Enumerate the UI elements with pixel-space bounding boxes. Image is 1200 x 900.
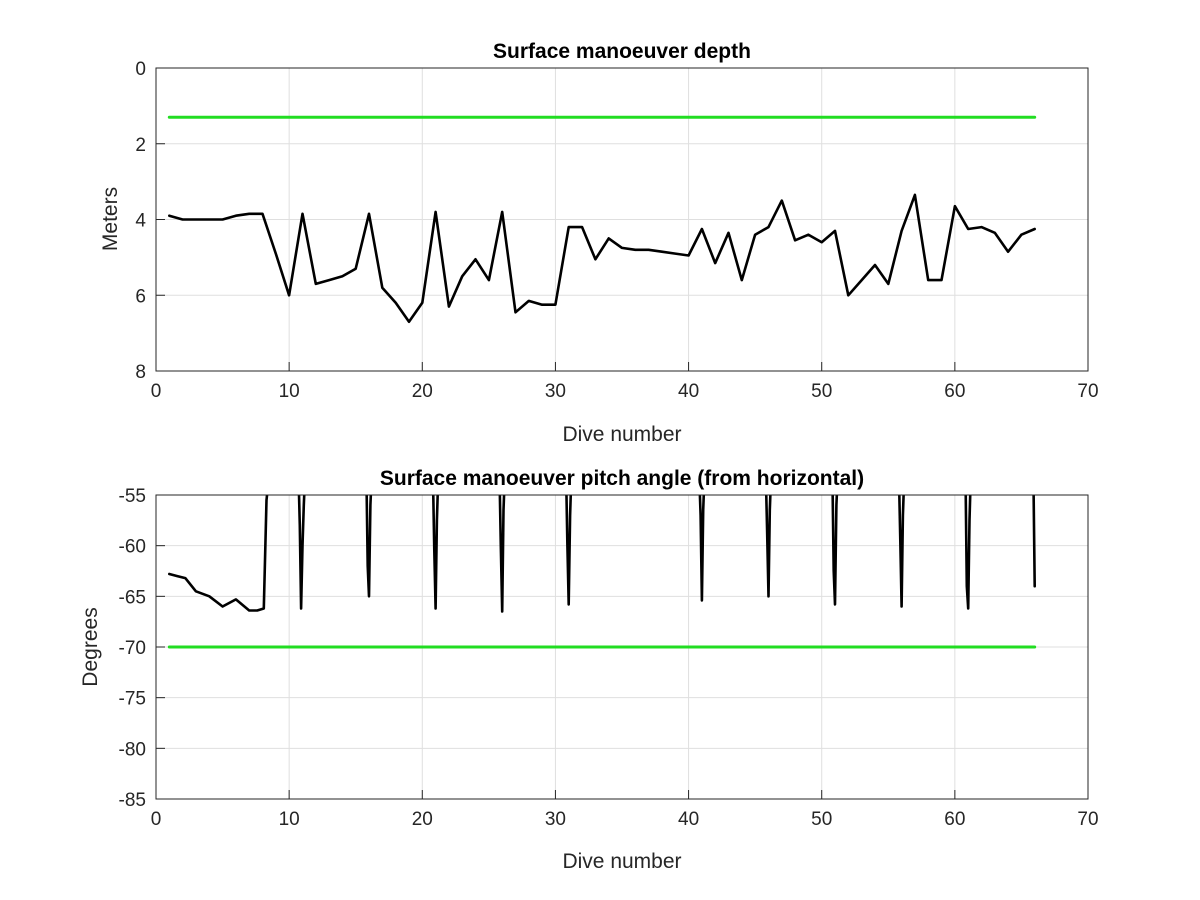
depth-x-tick-label: 10 [279,381,300,402]
depth-y-tick-label: 0 [135,59,146,80]
pitch-y-axis-label: Degrees [79,607,102,686]
pitch-x-tick-label: 50 [811,809,832,830]
pitch-y-tick-label: -65 [119,587,146,608]
pitch-data-line [168,495,1036,613]
pitch-x-tick-label: 40 [678,809,699,830]
pitch-series [167,495,1037,649]
depth-x-tick-label: 30 [545,381,566,402]
depth-x-tick-label: 0 [151,381,162,402]
depth-y-tick-label: 2 [135,135,146,156]
pitch-y-tick-label: -55 [119,486,146,507]
pitch-y-tick-label: -80 [119,739,146,760]
depth-x-tick-label: 70 [1077,381,1098,402]
pitch-y-tick-label: -60 [119,537,146,558]
depth-chart-title: Surface manoeuver depth [493,40,751,63]
pitch-x-tick-label: 20 [412,809,433,830]
pitch-x-axis-label: Dive number [562,850,681,873]
pitch-x-tick-label: 70 [1077,809,1098,830]
pitch-chart: 0 10 20 30 40 50 60 70 -55 -60 -65 -70 -75 -80 -85 Sur… [79,467,1099,873]
pitch-y-tick-label: -85 [119,790,146,811]
depth-ticks: 0 10 20 30 40 50 60 70 0 2 4 6 8 [135,59,1098,402]
pitch-y-tick-label: -70 [119,638,146,659]
depth-y-tick-label: 4 [135,211,146,232]
pitch-ticks: 0 10 20 30 40 50 60 70 -55 -60 -65 -70 -75 -80 -85 [119,486,1099,830]
depth-x-tick-label: 20 [412,381,433,402]
depth-x-tick-label: 40 [678,381,699,402]
depth-series [167,115,1037,324]
pitch-x-tick-label: 60 [944,809,965,830]
depth-chart: 0 10 20 30 40 50 60 70 0 2 4 6 8 Surface manoeuver d… [99,40,1099,446]
depth-x-tick-label: 50 [811,381,832,402]
pitch-axes-box [155,494,1089,800]
depth-data-line [168,193,1036,324]
depth-grid [156,68,1088,371]
depth-y-tick-label: 6 [135,286,146,307]
depth-axes-box [155,67,1089,372]
depth-x-axis-label: Dive number [562,423,681,446]
pitch-chart-title: Surface manoeuver pitch angle (from hori… [380,467,864,490]
pitch-x-tick-label: 30 [545,809,566,830]
pitch-x-tick-label: 10 [279,809,300,830]
depth-y-tick-label: 8 [135,362,146,383]
pitch-y-tick-label: -75 [119,689,146,710]
pitch-x-tick-label: 0 [151,809,162,830]
depth-x-tick-label: 60 [944,381,965,402]
depth-y-axis-label: Meters [99,187,122,251]
